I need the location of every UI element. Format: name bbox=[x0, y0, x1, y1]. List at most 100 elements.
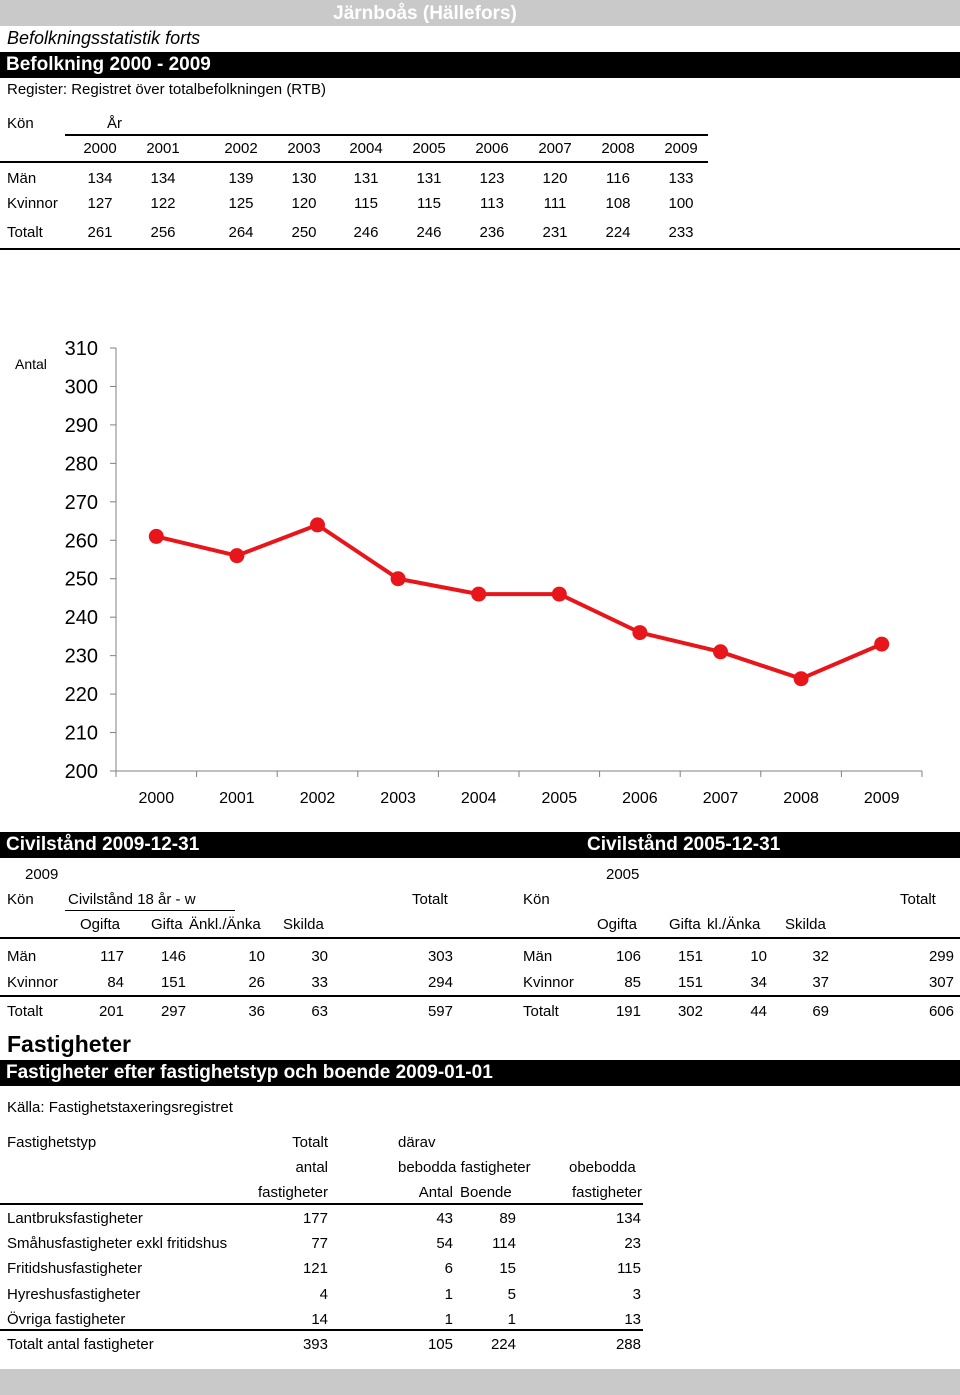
fast-cell-antal: 105 bbox=[427, 1336, 453, 1353]
civil-2009-cell: 33 bbox=[311, 974, 328, 991]
chart-series-totalt bbox=[148, 517, 890, 687]
pop-cell: 100 bbox=[668, 195, 694, 212]
civil-2009-row-label: Totalt bbox=[7, 1003, 43, 1020]
civil-2005-title: Civilstånd 2005-12-31 bbox=[587, 834, 781, 855]
civil-2005-kon-label: Kön bbox=[523, 891, 550, 908]
pop-cell: 115 bbox=[417, 195, 441, 212]
fastigheter-band-title: Fastigheter efter fastighetstyp och boen… bbox=[0, 1060, 960, 1086]
chart-data-point-2003 bbox=[390, 571, 406, 587]
civil-2009-cell: 26 bbox=[248, 974, 265, 991]
civil-2009-cell: 84 bbox=[107, 974, 124, 991]
civil-2009-cell: 151 bbox=[160, 974, 186, 991]
fast-row-label: Fritidshusfastigheter bbox=[7, 1260, 143, 1277]
chart-data-point-2000 bbox=[148, 528, 164, 544]
civil-2005-cell: 151 bbox=[677, 948, 703, 965]
civil-2005-total: 606 bbox=[928, 1003, 954, 1020]
pop-cell: 133 bbox=[668, 170, 694, 187]
fast-cell-total: 393 bbox=[302, 1336, 328, 1353]
civil-2009-col-ankl: Änkl./Änka bbox=[189, 916, 261, 933]
pop-year-2006: 2006 bbox=[475, 140, 509, 157]
fastigheter-heading: Fastigheter bbox=[7, 1031, 131, 1057]
pop-year-2008: 2008 bbox=[601, 140, 635, 157]
fast-cell-antal: 1 bbox=[444, 1286, 453, 1303]
civil-2009-cell: 30 bbox=[311, 948, 328, 965]
chart-x-axis: 2000 2001 2002 2003 2004 2005 2006 2007 2008 2009 bbox=[115, 770, 923, 807]
pop-cell: 264 bbox=[228, 224, 254, 241]
fast-cell-obebodda: 288 bbox=[615, 1336, 641, 1353]
civil-2005-cell: 32 bbox=[812, 948, 829, 965]
chart-y-tick-label: 270 bbox=[65, 492, 98, 514]
fast-cell-obebodda: 13 bbox=[624, 1311, 641, 1328]
chart-x-tick-label: 2001 bbox=[219, 790, 255, 807]
pop-cell: 108 bbox=[605, 195, 631, 212]
pop-cell: 113 bbox=[480, 195, 504, 212]
population-line-chart: Antal 200 210 220 230 240 250 260 270 280 290 300 3… bbox=[15, 338, 923, 807]
fast-row-label: Hyreshusfastigheter bbox=[7, 1286, 141, 1303]
fast-cell-obebodda: 134 bbox=[615, 1210, 641, 1227]
fast-col-totalt: Totalt bbox=[292, 1134, 328, 1151]
pop-total-line bbox=[0, 248, 960, 250]
register-source: Register: Registret över totalbefolkning… bbox=[7, 81, 327, 98]
chart-x-tick-label: 2007 bbox=[703, 790, 739, 807]
civil-2009-kon-label: Kön bbox=[7, 891, 34, 908]
civil-2009-cell: 63 bbox=[311, 1003, 328, 1020]
chart-data-point-2008 bbox=[793, 671, 809, 687]
civil-2005-cell: 10 bbox=[750, 948, 767, 965]
chart-y-axis-label: Antal bbox=[15, 356, 47, 372]
top-header-band bbox=[0, 0, 960, 26]
section-heading: Befolkningsstatistik forts bbox=[7, 28, 201, 48]
chart-data-point-2005 bbox=[551, 586, 567, 602]
civil-2005-cell: 69 bbox=[812, 1003, 829, 1020]
fast-cell-boende: 114 bbox=[492, 1235, 516, 1252]
pop-cell: 116 bbox=[606, 170, 630, 187]
pop-kon-label: Kön bbox=[7, 115, 34, 132]
bottom-band bbox=[0, 1369, 960, 1395]
civil-2009-row-label: Kvinnor bbox=[7, 974, 58, 991]
pop-cell: 246 bbox=[416, 224, 442, 241]
fast-row-label: Övriga fastigheter bbox=[7, 1311, 126, 1328]
civil-2005-total: 299 bbox=[928, 948, 954, 965]
fast-row-label: Lantbruksfastigheter bbox=[7, 1210, 143, 1227]
civil-2009-header-line bbox=[65, 910, 235, 911]
fast-header-line bbox=[0, 1203, 643, 1205]
fast-col-obebodda-fast: fastigheter bbox=[571, 1184, 642, 1201]
chart-data-point-2006 bbox=[632, 625, 648, 641]
fast-cell-total: 4 bbox=[319, 1286, 328, 1303]
fast-cell-antal: 1 bbox=[444, 1311, 453, 1328]
fast-cell-total: 14 bbox=[311, 1311, 328, 1328]
fast-total-line bbox=[0, 1329, 643, 1331]
fast-col-boende: Boende bbox=[460, 1184, 512, 1201]
fast-cell-antal: 54 bbox=[436, 1235, 453, 1252]
fast-cell-boende: 15 bbox=[499, 1260, 516, 1277]
pop-cell: 130 bbox=[291, 170, 317, 187]
pop-cell: 250 bbox=[291, 224, 317, 241]
civil-2005-col-ogifta: Ogifta bbox=[597, 916, 638, 933]
fast-col-bebodda: bebodda fastigheter bbox=[398, 1159, 531, 1176]
pop-ar-label: År bbox=[107, 115, 122, 132]
fast-cell-antal: 43 bbox=[436, 1210, 453, 1227]
civil-2009-col-gifta: Gifta bbox=[151, 916, 183, 933]
civil-2005-cell: 106 bbox=[615, 948, 641, 965]
civil-2009-total: 294 bbox=[427, 974, 453, 991]
civil-2009-total: 597 bbox=[427, 1003, 453, 1020]
civil-2005-cell: 85 bbox=[624, 974, 641, 991]
civil-2009-cell: 146 bbox=[160, 948, 186, 965]
fastigheter-source: Källa: Fastighetstaxeringsregistret bbox=[7, 1099, 233, 1116]
pop-year-2001: 2001 bbox=[146, 140, 180, 157]
chart-y-tick-label: 230 bbox=[65, 646, 98, 668]
fast-col-darav: därav bbox=[398, 1134, 436, 1151]
fast-cell-obebodda: 3 bbox=[632, 1286, 641, 1303]
civil-2005-year: 2005 bbox=[606, 866, 640, 883]
chart-y-tick-label: 210 bbox=[65, 723, 98, 745]
civil-2005-col-ankl: kl./Änka bbox=[707, 916, 761, 933]
chart-data-point-2002 bbox=[310, 517, 325, 533]
civil-2009-cell: 117 bbox=[100, 948, 124, 965]
pop-subheader-line bbox=[0, 161, 708, 163]
fast-cell-total: 177 bbox=[302, 1210, 328, 1227]
chart-x-tick-label: 2004 bbox=[461, 790, 497, 807]
pop-cell: 127 bbox=[87, 195, 113, 212]
fast-cell-obebodda: 115 bbox=[617, 1260, 641, 1277]
civil-2005-col-skilda: Skilda bbox=[785, 916, 826, 933]
chart-y-tick-label: 220 bbox=[65, 684, 98, 706]
chart-y-tick-label: 240 bbox=[65, 607, 98, 629]
